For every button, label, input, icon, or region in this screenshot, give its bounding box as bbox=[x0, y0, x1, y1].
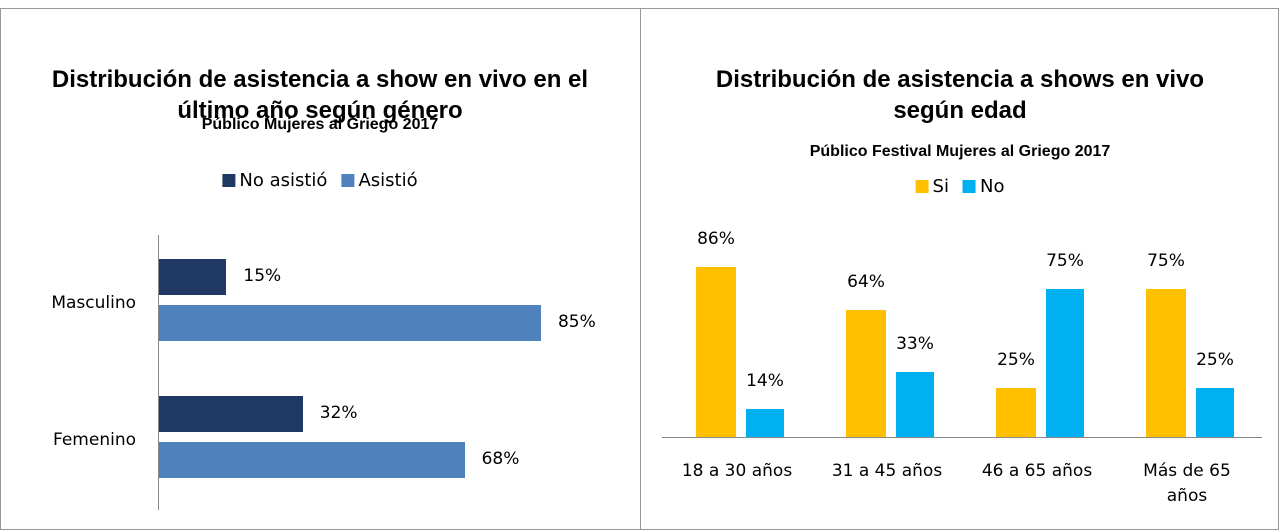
value-label: 75% bbox=[1147, 250, 1185, 271]
category-label: Más de 65 años bbox=[1143, 461, 1231, 506]
category-label: 18 a 30 años bbox=[681, 461, 793, 481]
value-label: 85% bbox=[557, 312, 596, 332]
bar bbox=[996, 387, 1036, 437]
value-label: 75% bbox=[1046, 250, 1084, 271]
legend-label: Asistió bbox=[358, 170, 418, 191]
bar bbox=[159, 396, 303, 432]
legend-swatch bbox=[222, 174, 236, 187]
chart-title: Distribución de asistencia a show en viv… bbox=[51, 66, 589, 124]
legend-swatch bbox=[341, 174, 355, 187]
bar bbox=[1146, 288, 1186, 437]
legend-item: No bbox=[962, 176, 1005, 197]
chart-subtitle: Público Festival Mujeres al Griego 2017 bbox=[809, 143, 1111, 160]
axis-line bbox=[158, 235, 159, 510]
bar bbox=[696, 266, 736, 437]
value-label: 32% bbox=[319, 403, 358, 423]
category-label: 46 a 65 años bbox=[981, 461, 1093, 481]
chart-title: Distribución de asistencia a shows en vi… bbox=[715, 66, 1205, 124]
bar bbox=[159, 305, 541, 341]
legend-item: No asistió bbox=[222, 170, 327, 191]
value-label: 64% bbox=[847, 272, 885, 293]
bar bbox=[846, 310, 886, 437]
legend: Si No bbox=[915, 176, 1005, 197]
value-label: 33% bbox=[896, 333, 934, 354]
legend-label: Si bbox=[932, 176, 949, 197]
legend: No asistió Asistió bbox=[222, 170, 418, 191]
legend-swatch bbox=[962, 180, 976, 193]
category-label: Masculino bbox=[51, 293, 136, 313]
category-label: 31 a 45 años bbox=[831, 461, 943, 481]
category-label: Femenino bbox=[53, 430, 136, 450]
bar bbox=[159, 259, 227, 295]
value-label: 25% bbox=[997, 349, 1035, 370]
value-label: 25% bbox=[1196, 349, 1234, 370]
value-label: 86% bbox=[697, 228, 735, 249]
chart-subtitle: Público Mujeres al Griego 2017 bbox=[201, 116, 439, 133]
bar bbox=[746, 409, 784, 437]
legend-swatch bbox=[915, 180, 929, 193]
value-label: 68% bbox=[481, 449, 520, 469]
legend-label: No bbox=[979, 176, 1005, 197]
legend-item: Asistió bbox=[341, 170, 418, 191]
bar bbox=[159, 442, 465, 478]
bar bbox=[896, 371, 934, 437]
legend-item: Si bbox=[915, 176, 949, 197]
bar bbox=[1196, 387, 1234, 437]
axis-line bbox=[662, 437, 1262, 438]
legend-label: No asistió bbox=[239, 170, 328, 191]
value-label: 14% bbox=[746, 371, 784, 392]
value-label: 15% bbox=[243, 266, 282, 286]
bar bbox=[1046, 288, 1084, 437]
